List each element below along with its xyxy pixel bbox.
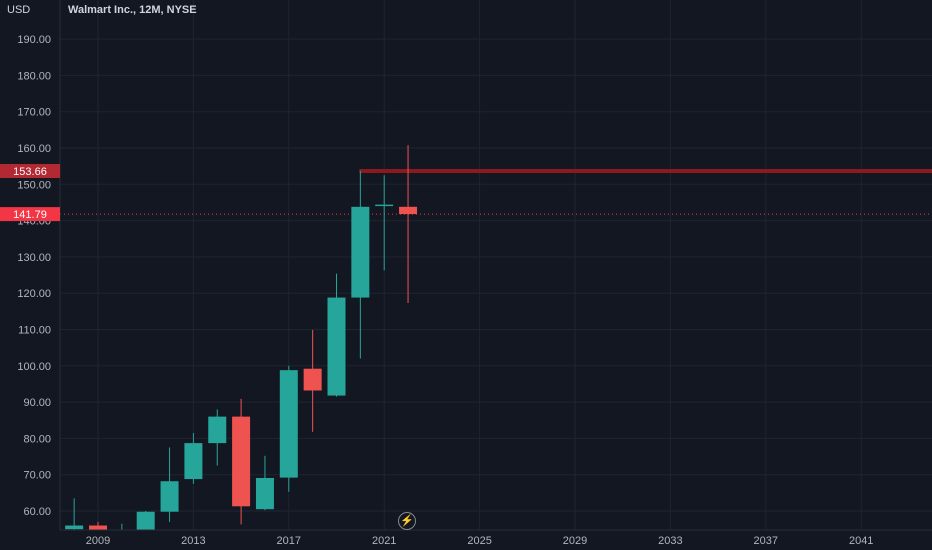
y-tick-label: 190.00 [17,34,51,46]
horizontal-level-layer [60,169,932,215]
y-tick-label: 60.00 [23,506,51,518]
candle-body [136,511,155,530]
x-tick-label: 2025 [467,535,491,547]
y-tick-label: 130.00 [17,252,51,264]
y-tick-label: 90.00 [23,397,51,409]
candle-body [208,416,227,444]
candle-body [303,368,322,391]
last-price-label: 141.79 [13,209,47,221]
candle-body [375,204,394,207]
y-tick-label: 170.00 [17,107,51,119]
x-tick-label: 2021 [372,535,396,547]
candle-body [65,525,84,530]
x-axis: 2009 2013 2017 2021 2025 2029 2033 2037 2041 [60,529,932,547]
x-tick-label: 2009 [86,535,110,547]
candle-body [113,533,131,535]
candles [65,145,418,535]
x-tick-label: 2037 [754,535,778,547]
y-tick-label: 150.00 [17,179,51,191]
candle-body [255,477,274,510]
lightning-icon[interactable]: ⚡ [398,512,416,530]
y-tick-label: 160.00 [17,143,51,155]
y-axis: 60.00 70.00 80.00 90.00 100.00 110.00 120.00 13… [17,0,61,530]
candle-body [279,370,298,478]
y-tick-label: 100.00 [17,361,51,373]
candle-body [351,206,370,298]
level-price-label: 153.66 [13,166,47,178]
candle-body [399,206,418,215]
candle-body [232,416,251,507]
x-tick-label: 2041 [849,535,873,547]
candle-body [89,525,107,530]
x-tick-label: 2017 [277,535,301,547]
currency-label: USD [7,4,31,16]
y-tick-label: 70.00 [23,470,51,482]
last-price-label-bg [0,207,60,222]
price-labels: 153.66 141.79 [0,164,60,222]
symbol-title[interactable]: Walmart Inc., 12M, NYSE [68,4,197,16]
y-tick-label: 120.00 [17,288,51,300]
y-tick-label: 110.00 [18,325,51,337]
y-tick-label: 80.00 [23,433,51,445]
x-tick-label: 2029 [563,535,587,547]
candle-body [160,481,179,512]
level-price-label-bg [0,164,60,179]
x-tick-label: 2013 [181,535,205,547]
y-tick-label: 180.00 [17,70,51,82]
candle-body [184,443,203,480]
x-tick-label: 2033 [658,535,682,547]
candle-body [327,297,346,396]
